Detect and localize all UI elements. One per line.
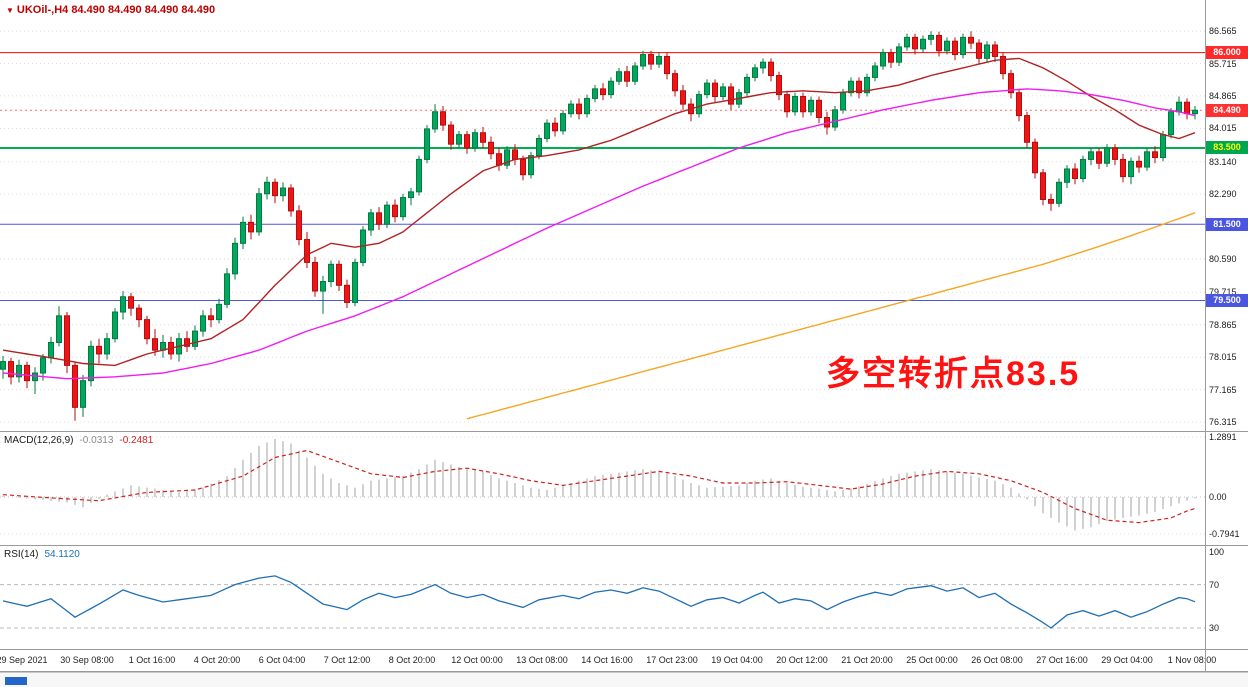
time-axis-label: 30 Sep 08:00 (60, 655, 114, 665)
rsi-axis-label: 100 (1209, 547, 1225, 557)
time-axis-label: 29 Oct 04:00 (1101, 655, 1153, 665)
panel-divider (0, 671, 1248, 672)
time-axis-label: 1 Nov 08:00 (1167, 655, 1217, 665)
time-axis-label: 1 Oct 16:00 (128, 655, 176, 665)
time-axis-label: 25 Oct 00:00 (906, 655, 958, 665)
price-axis-label: 82.290 (1209, 189, 1237, 200)
symbol-info: ▼ UKOil-,H4 84.490 84.490 84.490 84.490 (6, 4, 215, 16)
time-axis-label: 7 Oct 12:00 (323, 655, 371, 665)
time-axis-label: 8 Oct 20:00 (388, 655, 436, 665)
time-axis-label: 12 Oct 00:00 (451, 655, 503, 665)
price-level-badge: 81.500 (1206, 217, 1248, 231)
time-axis-label: 13 Oct 08:00 (516, 655, 568, 665)
current-price-badge: 84.490 (1206, 103, 1248, 117)
rsi-indicator-label: RSI(14) 54.1120 (4, 549, 80, 560)
price-axis-label: 80.590 (1209, 253, 1237, 264)
price-axis-label: 83.140 (1209, 156, 1237, 167)
price-axis-label: 78.865 (1209, 319, 1237, 330)
rsi-value: 54.1120 (44, 549, 80, 560)
status-bar (0, 672, 1248, 687)
time-axis-label: 20 Oct 12:00 (776, 655, 828, 665)
price-level-badge: 86.000 (1206, 46, 1248, 60)
axis-separator (1205, 0, 1206, 671)
macd-value-signal: -0.2481 (119, 435, 154, 446)
time-axis-label: 27 Oct 16:00 (1036, 655, 1088, 665)
time-axis-label: 21 Oct 20:00 (841, 655, 893, 665)
price-axis-label: 78.015 (1209, 352, 1237, 363)
rsi-panel-canvas[interactable] (0, 546, 1206, 649)
macd-value-main: -0.0313 (79, 435, 114, 446)
status-icon (5, 677, 27, 685)
macd-indicator-label: MACD(12,26,9) -0.0313 -0.2481 (4, 435, 153, 446)
price-axis-label: 86.565 (1209, 26, 1237, 37)
chart-annotation: 多空转折点83.5 (826, 355, 1081, 393)
price-axis-label: 77.165 (1209, 384, 1237, 395)
rsi-axis-label: 30 (1209, 623, 1220, 634)
time-axis-label: 26 Oct 08:00 (971, 655, 1023, 665)
time-axis-label: 19 Oct 04:00 (711, 655, 763, 665)
macd-name: MACD(12,26,9) (4, 435, 74, 446)
time-axis-label: 17 Oct 23:00 (646, 655, 698, 665)
time-axis-label: 14 Oct 16:00 (581, 655, 633, 665)
macd-axis-label: -0.7941 (1209, 528, 1240, 539)
time-axis-label: 4 Oct 20:00 (193, 655, 241, 665)
panel-divider[interactable] (0, 431, 1248, 432)
symbol-marker-icon: ▼ (6, 6, 14, 15)
main-chart-canvas[interactable] (0, 0, 1206, 431)
rsi-axis-label: 70 (1209, 579, 1220, 590)
price-axis-label: 79.715 (1209, 287, 1237, 298)
macd-axis-label: 0.00 (1209, 492, 1227, 502)
price-level-badge: 79.500 (1206, 294, 1248, 308)
time-axis-label: 6 Oct 04:00 (258, 655, 306, 665)
macd-axis-label: 1.2891 (1209, 432, 1237, 443)
panel-divider[interactable] (0, 545, 1248, 546)
panel-divider[interactable] (0, 649, 1248, 650)
price-level-badge: 83.500 (1206, 141, 1248, 155)
price-axis-label: 85.715 (1209, 58, 1237, 69)
price-axis-label: 84.015 (1209, 123, 1237, 134)
macd-panel-canvas[interactable] (0, 432, 1206, 545)
time-axis-label: 29 Sep 2021 (0, 655, 48, 665)
price-axis-label: 84.865 (1209, 90, 1237, 101)
symbol-ohlc-text: UKOil-,H4 84.490 84.490 84.490 84.490 (16, 4, 216, 16)
price-axis-label: 76.315 (1209, 417, 1237, 428)
rsi-name: RSI(14) (4, 549, 39, 560)
